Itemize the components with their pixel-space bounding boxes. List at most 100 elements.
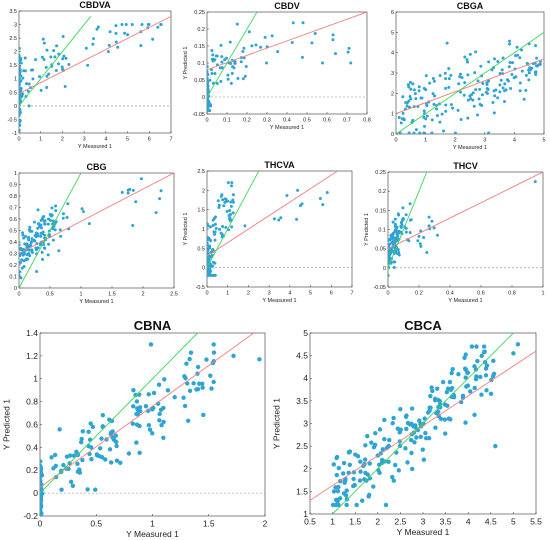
data-point [321,203,325,207]
data-point [408,202,412,206]
x-tick-label: 0.8 [363,118,371,124]
data-point [130,23,134,27]
regression-fit-line [19,16,171,95]
data-point [362,457,368,462]
plot-frame [39,332,266,517]
regression-fit-line [40,333,255,488]
data-point [534,44,538,48]
y-tick-label: 0.5 [9,228,17,234]
data-point [61,212,65,216]
data-point [371,484,376,489]
data-point [19,56,23,60]
chart-cbga-panel: 0 1 2 3 4 5 0 1 2 3 4 5 6 CBGA Y Measured 1 [391,1,546,151]
data-point [438,74,442,78]
data-point [55,44,59,48]
y-tick-label: 0 [202,95,205,101]
data-point [343,493,349,498]
data-point [32,220,36,224]
data-point [404,213,408,217]
data-point [422,115,426,119]
data-point [409,450,414,456]
data-point [49,455,54,460]
data-point [408,95,412,99]
data-point [59,487,64,492]
x-axis-label: Y Measured 1 [453,145,487,151]
data-point [390,421,395,426]
data-point [479,392,484,397]
data-point [226,77,230,81]
data-point [393,462,398,468]
data-point [39,231,43,235]
data-point [100,424,106,430]
data-point [46,222,50,226]
data-point [451,106,455,110]
data-point [344,502,349,508]
data-point [130,421,135,426]
data-point [20,266,24,270]
data-point [425,104,429,108]
data-point [19,273,21,277]
data-point [219,43,223,47]
plot-frame [395,11,545,135]
x-tick-label: 0.5 [46,292,54,298]
data-point [19,108,22,112]
data-point [103,457,108,462]
chart-title: CBCA [404,318,442,333]
y-tick-label: 1.5 [296,486,308,496]
data-point [20,94,24,98]
data-point [520,48,524,52]
data-point [457,82,461,86]
data-point [444,86,448,90]
data-point [447,67,451,71]
data-point [231,198,235,202]
data-point [131,188,135,192]
data-point [399,121,403,125]
data-point [401,95,405,99]
data-point [137,450,142,455]
y-tick-label: 3.5 [9,9,17,15]
data-point [391,478,397,483]
data-point [113,433,119,438]
y-tick-label: 1.5 [197,208,205,214]
data-point [334,455,339,461]
data-point [80,207,84,211]
data-point [414,435,419,440]
data-point [485,91,489,95]
data-point [118,460,123,466]
data-point [453,131,457,134]
data-point [434,386,440,391]
data-point [212,57,216,61]
data-point [99,436,104,441]
data-point [490,374,496,379]
data-point [147,23,151,27]
data-point [134,200,138,204]
x-tick-label: 0.7 [343,118,351,124]
x-axis-label: Y Measured 1 [270,125,304,131]
data-point [485,86,489,90]
data-point [224,225,228,229]
y-tick-label: 0.1 [9,274,17,280]
data-point [57,62,61,66]
data-point [438,416,444,422]
x-tick-label: 0.2 [415,291,423,297]
data-point [19,123,22,127]
data-point [474,50,478,54]
data-point [185,418,191,423]
data-point [139,44,143,48]
data-point [75,461,80,467]
data-point [230,181,234,185]
data-point [433,425,438,430]
data-point [428,405,433,410]
data-point [366,492,372,498]
x-tick-label: 0 [17,137,20,143]
y-tick-label: 2 [14,50,17,56]
data-point [468,94,472,98]
data-point [40,511,44,516]
data-point [232,66,236,70]
x-tick-label: 0.3 [263,118,271,124]
data-point [54,204,58,208]
data-point [131,387,136,393]
y-tick-label: 0.1 [197,61,205,67]
data-point [388,274,390,277]
data-point [416,239,420,243]
